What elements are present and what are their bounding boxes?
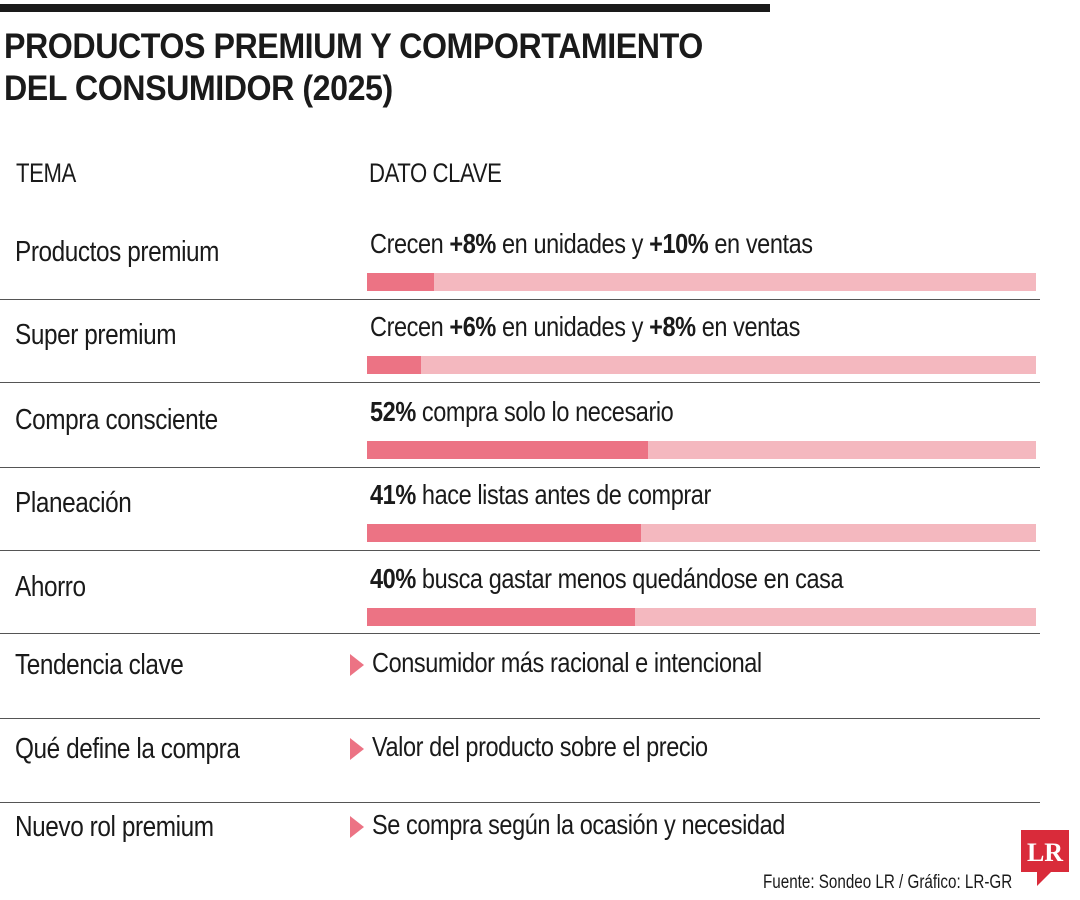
- row-tema: Productos premium: [15, 236, 220, 268]
- arrow-bullet-icon: [350, 816, 364, 838]
- bar-fill: [367, 273, 434, 291]
- table-row: Qué define la compra Valor del producto s…: [0, 729, 1040, 801]
- bar-track: [367, 524, 1036, 542]
- dato-value: 41%: [370, 479, 416, 510]
- dato-value: +10%: [649, 228, 709, 259]
- row-tema: Ahorro: [15, 571, 86, 603]
- row-divider: [0, 633, 1040, 634]
- row-tema: Qué define la compra: [15, 733, 240, 765]
- dato-value: 40%: [370, 563, 416, 594]
- row-divider: [0, 467, 1040, 468]
- lr-logo: LR: [1021, 830, 1069, 886]
- lr-logo-shape: [1021, 830, 1069, 886]
- row-divider: [0, 382, 1040, 383]
- arrow-bullet-icon: [350, 654, 364, 676]
- dato-value: +6%: [449, 311, 496, 342]
- table-row: Compra consciente 52% compra solo lo nece…: [0, 390, 1040, 470]
- row-divider: [0, 299, 1040, 300]
- bar-track: [367, 441, 1036, 459]
- row-tema: Nuevo rol premium: [15, 811, 214, 843]
- arrow-bullet-icon: [350, 738, 364, 760]
- top-rule: [0, 4, 770, 12]
- dato-text: en ventas: [708, 228, 813, 259]
- lr-logo-text: LR: [1027, 838, 1063, 867]
- bar-track: [367, 356, 1036, 374]
- dato-text: en unidades y: [495, 311, 650, 342]
- dato-value: +8%: [649, 311, 696, 342]
- row-divider: [0, 718, 1040, 719]
- dato-value: +8%: [449, 228, 496, 259]
- table-row: Planeación 41% hace listas antes de compr…: [0, 473, 1040, 553]
- dato-text: Crecen: [370, 311, 450, 342]
- row-dato: Consumidor más racional e intencional: [372, 647, 762, 678]
- column-header-dato: DATO CLAVE: [369, 158, 502, 188]
- bar-fill: [367, 356, 421, 374]
- bar-track: [367, 608, 1036, 626]
- row-tema: Compra consciente: [15, 404, 218, 436]
- row-dato: 40% busca gastar menos quedándose en cas…: [370, 563, 844, 595]
- dato-text: en unidades y: [495, 228, 650, 259]
- chart-title: PRODUCTOS PREMIUM Y COMPORTAMIENTO DEL C…: [4, 27, 703, 108]
- dato-text: busca gastar menos quedándose en casa: [415, 563, 844, 594]
- table-row: Productos premium Crecen +8% en unidades …: [0, 222, 1040, 302]
- bar-fill: [367, 441, 648, 459]
- row-divider: [0, 550, 1040, 551]
- bar-track: [367, 273, 1036, 291]
- table-row: Super premium Crecen +6% en unidades y +8…: [0, 305, 1040, 385]
- row-dato: Crecen +8% en unidades y +10% en ventas: [370, 228, 813, 260]
- dato-text: compra solo lo necesario: [415, 396, 674, 427]
- bar-fill: [367, 524, 641, 542]
- dato-text: Crecen: [370, 228, 450, 259]
- column-header-tema: TEMA: [16, 158, 76, 188]
- row-dato: 41% hace listas antes de comprar: [370, 479, 711, 511]
- row-divider: [0, 802, 1040, 803]
- row-tema: Super premium: [15, 319, 177, 351]
- table-row: Tendencia clave Consumidor más racional e…: [0, 645, 1040, 717]
- source-note: Fuente: Sondeo LR / Gráfico: LR-GR: [763, 872, 1013, 893]
- dato-value: 52%: [370, 396, 416, 427]
- row-tema: Planeación: [15, 487, 132, 519]
- table-row: Nuevo rol premium Se compra según la ocas…: [0, 807, 1040, 879]
- row-tema: Tendencia clave: [15, 649, 184, 681]
- row-dato: Crecen +6% en unidades y +8% en ventas: [370, 311, 800, 343]
- table-row: Ahorro 40% busca gastar menos quedándose …: [0, 557, 1040, 637]
- row-dato: 52% compra solo lo necesario: [370, 396, 674, 428]
- bar-fill: [367, 608, 635, 626]
- row-dato: Valor del producto sobre el precio: [372, 731, 708, 762]
- dato-text: en ventas: [695, 311, 801, 342]
- row-dato: Se compra según la ocasión y necesidad: [372, 809, 785, 840]
- dato-text: hace listas antes de comprar: [415, 479, 711, 510]
